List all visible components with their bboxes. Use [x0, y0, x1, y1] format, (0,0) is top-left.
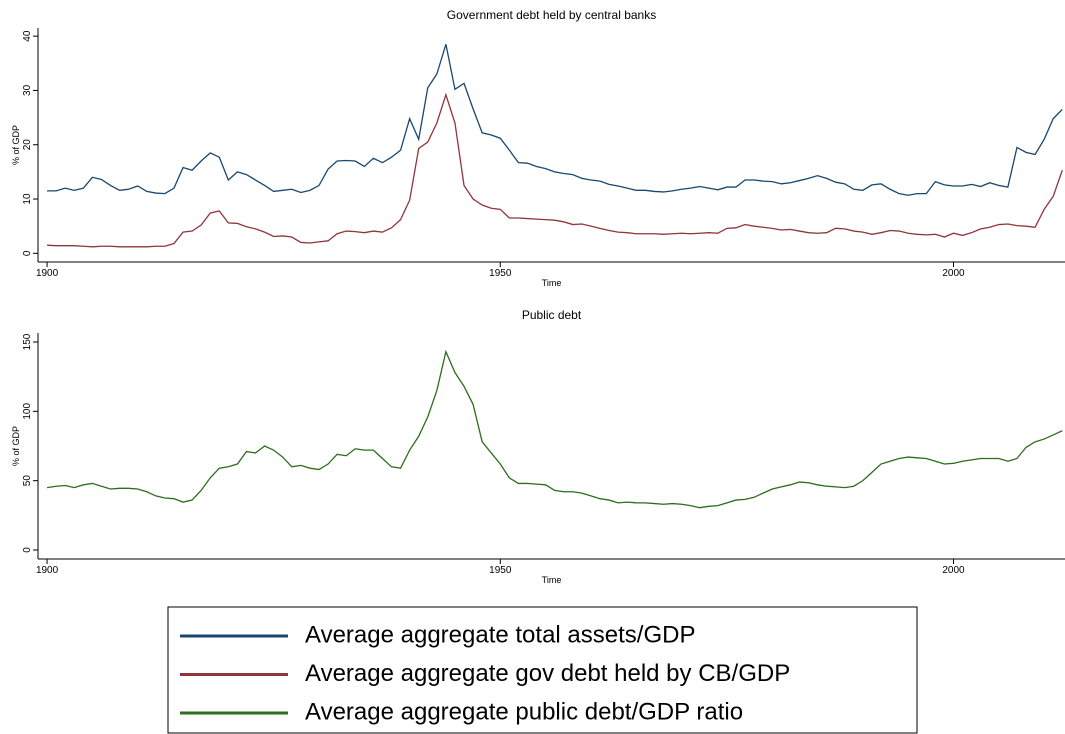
- y-tick-label: 150: [22, 333, 33, 350]
- legend-label: Average aggregate gov debt held by CB/GD…: [305, 660, 790, 687]
- legend-label: Average aggregate total assets/GDP: [305, 621, 695, 648]
- y-tick-label: 40: [22, 30, 33, 42]
- y-tick-label: 10: [22, 193, 33, 205]
- legend-box: [167, 606, 918, 734]
- x-tick-label: 2000: [942, 565, 965, 576]
- y-tick-label: 20: [22, 139, 33, 151]
- series-line: [47, 44, 1063, 196]
- x-axis-title: Time: [542, 575, 562, 585]
- series-line: [46, 349, 1063, 509]
- chart-title: Government debt held by central banks: [447, 8, 656, 22]
- x-tick-label: 1950: [489, 565, 512, 576]
- series-line: [47, 92, 1063, 248]
- legend-label: Average aggregate public debt/GDP ratio: [305, 698, 743, 725]
- y-axis-title: % of GDP: [11, 426, 21, 466]
- x-tick-label: 1900: [36, 565, 59, 576]
- y-tick-label: 0: [22, 250, 33, 256]
- x-tick-label: 1950: [489, 268, 512, 279]
- y-tick-label: 100: [22, 403, 33, 420]
- x-tick-label: 1900: [36, 268, 59, 279]
- x-tick-label: 2000: [942, 268, 965, 279]
- y-tick-label: 30: [22, 84, 33, 96]
- y-axis-title: % of GDP: [11, 125, 21, 165]
- chart-title: Public debt: [522, 308, 582, 322]
- y-tick-label: 50: [22, 475, 33, 487]
- x-axis-title: Time: [542, 278, 562, 288]
- y-tick-label: 0: [22, 547, 33, 553]
